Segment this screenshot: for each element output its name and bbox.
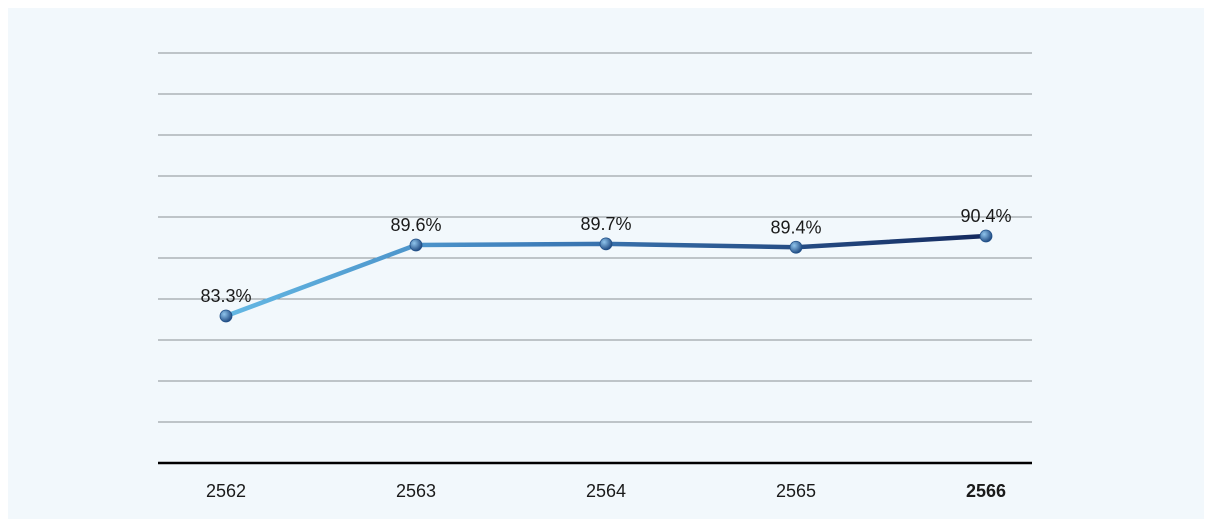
x-axis-tick-labels: 2562 2563 2564 2565 2566 (206, 481, 1006, 501)
data-point (789, 240, 803, 254)
grid-lines (158, 52, 1032, 465)
x-tick-label: 2564 (586, 481, 626, 501)
data-label: 90.4% (960, 206, 1011, 226)
data-points (219, 229, 993, 323)
x-tick-label: 2565 (776, 481, 816, 501)
data-point (599, 237, 613, 251)
x-tick-label: 2563 (396, 481, 436, 501)
data-label: 89.4% (770, 217, 821, 237)
data-label: 89.7% (580, 214, 631, 234)
data-label: 83.3% (200, 286, 251, 306)
data-point (979, 229, 993, 243)
x-tick-label: 2562 (206, 481, 246, 501)
data-label: 89.6% (390, 215, 441, 235)
data-point (409, 238, 423, 252)
x-tick-label: 2566 (966, 481, 1006, 501)
line-chart: 83.3%89.6% 89.7% 89.4%90.4% 2562 2563 2564 25… (158, 52, 1032, 501)
data-point (219, 309, 233, 323)
data-labels: 83.3% 89.6% 89.7% 89.4% 90.4% (200, 206, 1011, 306)
chart-panel: 83.3% 89.6% 89.7% 89.4% 90.4% 2562 2563 2564 25… (8, 8, 1204, 519)
